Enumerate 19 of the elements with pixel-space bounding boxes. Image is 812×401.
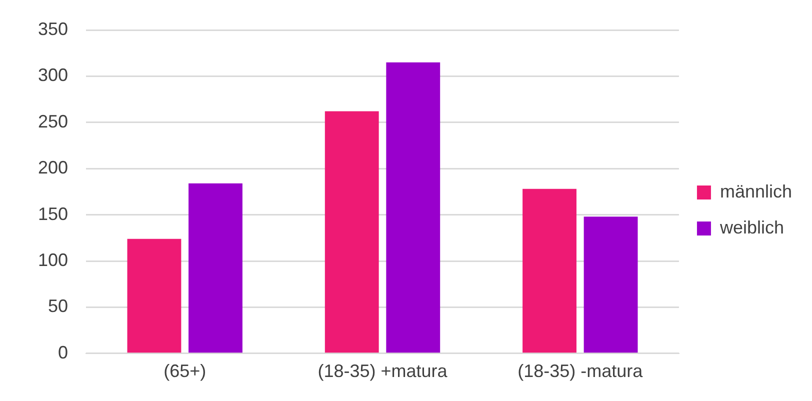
y-tick-label: 250 bbox=[38, 111, 68, 132]
x-tick-label: (65+) bbox=[164, 361, 206, 382]
bar bbox=[127, 238, 182, 353]
x-tick-label: (18-35) +matura bbox=[318, 361, 448, 382]
y-tick-label: 300 bbox=[38, 65, 68, 86]
y-tick-label: 50 bbox=[48, 296, 68, 316]
x-tick-label: (18-35) -matura bbox=[518, 361, 644, 382]
legend-label: männlich bbox=[720, 181, 792, 202]
bar bbox=[386, 62, 440, 353]
y-tick-label: 150 bbox=[38, 204, 68, 224]
bar bbox=[188, 183, 242, 353]
y-tick-label: 0 bbox=[58, 342, 68, 362]
legend-label: weiblich bbox=[718, 217, 784, 238]
y-tick-label: 100 bbox=[38, 250, 68, 270]
bar bbox=[522, 188, 576, 353]
y-tick-label: 200 bbox=[38, 158, 68, 178]
bar bbox=[324, 111, 379, 353]
y-tick-label: 350 bbox=[38, 18, 68, 39]
bar bbox=[584, 216, 638, 353]
